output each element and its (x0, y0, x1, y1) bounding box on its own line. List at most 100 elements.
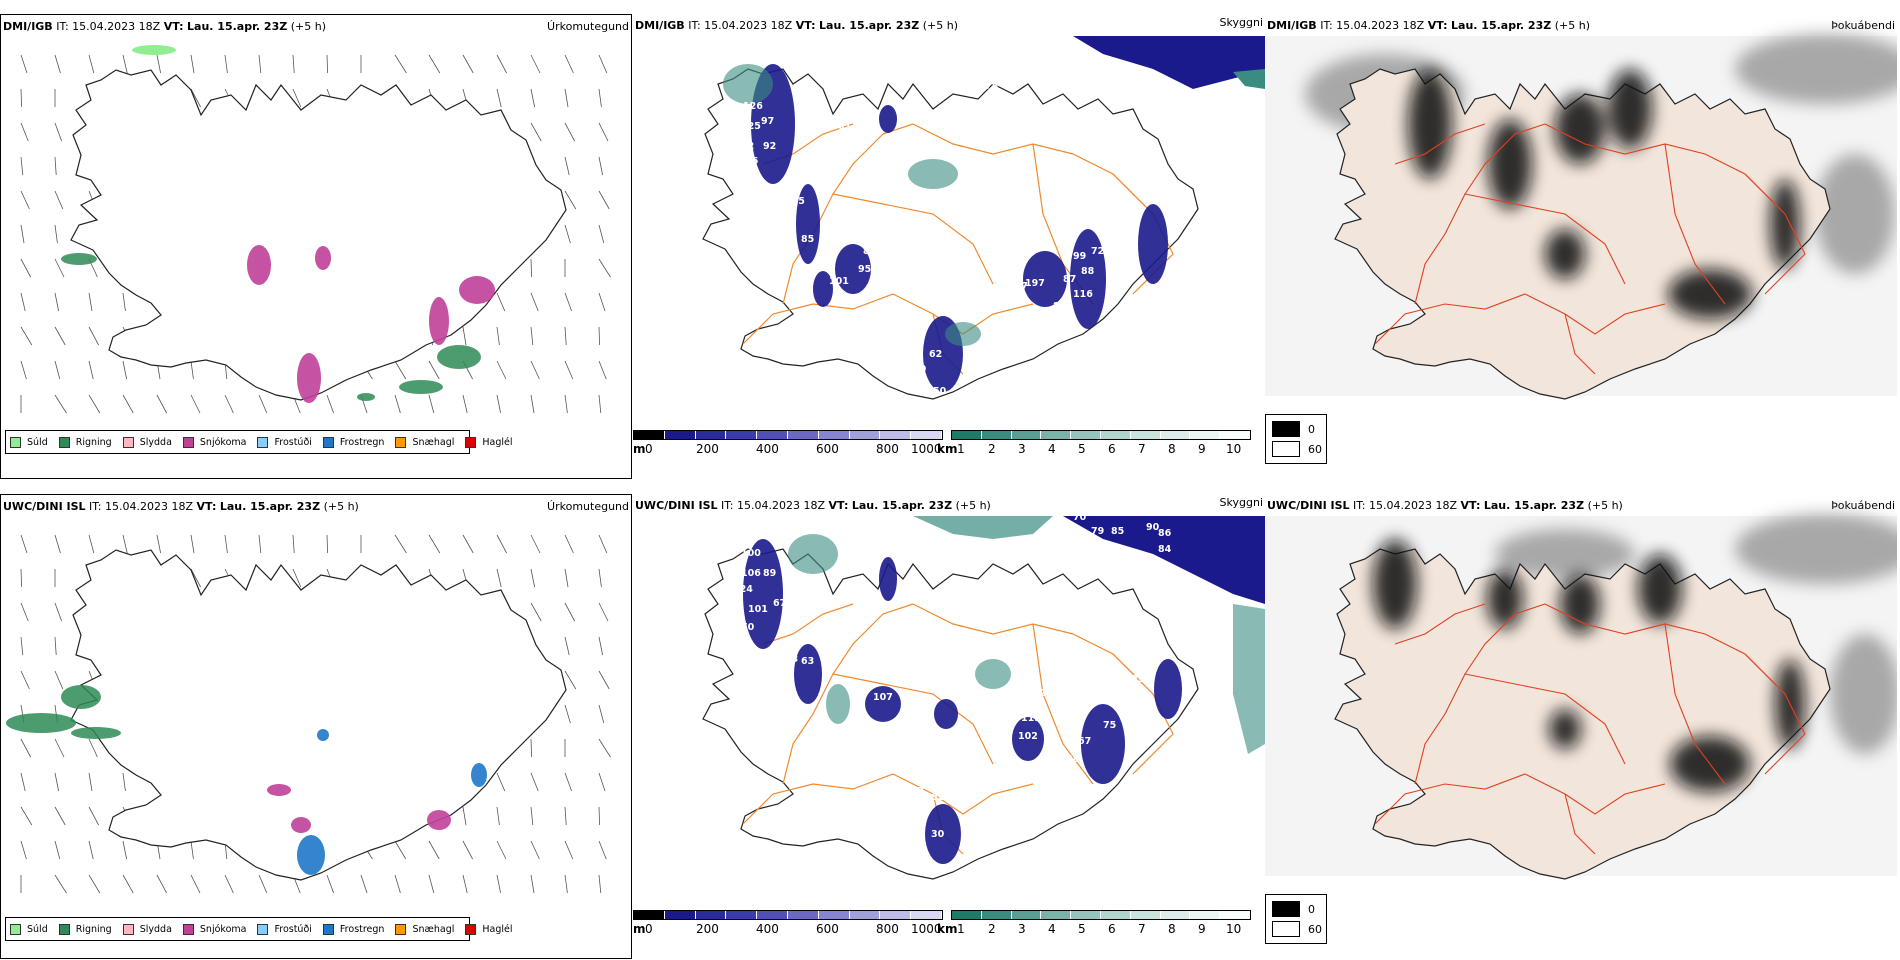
wind-barb (258, 874, 268, 894)
ceiling-label: 100 (741, 548, 761, 559)
legend-item: Snjókoma (182, 923, 246, 935)
ceiling-label: 107 (873, 692, 893, 703)
wind-barb (598, 534, 608, 554)
panel-header: UWC/DINI ISL IT: 15.04.2023 18Z VT: Lau.… (1267, 499, 1623, 512)
cbar-tick: 0 (645, 922, 653, 936)
fog-index-legend: 0 60 (1265, 414, 1327, 464)
wind-barb (190, 88, 201, 108)
low-ceiling-areas (743, 539, 1182, 864)
low-visibility-areas (788, 534, 1011, 724)
ceiling-label: 124 (733, 584, 753, 595)
panel-title: Úrkomutegund (547, 20, 629, 33)
wind-barb (54, 602, 62, 622)
wind-barb (88, 394, 101, 414)
ceiling-unit: m (633, 442, 646, 456)
wind-barb (20, 88, 22, 108)
fog-areas (1408, 69, 1800, 319)
wind-barb (20, 224, 25, 244)
legend-item: Snæhagl (395, 923, 454, 935)
wind-barb (428, 874, 435, 894)
panel-header: DMI/IGB IT: 15.04.2023 18Z VT: Lau. 15.a… (1267, 19, 1590, 32)
ceiling-label: 85 (801, 234, 814, 245)
road-line (762, 603, 854, 645)
wind-barb (54, 190, 64, 210)
wind-barb (496, 360, 507, 380)
road-line (1394, 123, 1486, 165)
ceiling-label: 50 (933, 386, 947, 397)
wind-barb (598, 636, 603, 656)
road-line (1564, 793, 1596, 855)
wind-barb (122, 874, 134, 894)
wind-barb (54, 326, 66, 346)
low-visibility-areas (723, 64, 981, 346)
ceiling-label: 70 (741, 622, 755, 633)
fog-map (1265, 514, 1897, 880)
legend-item: Snæhagl (395, 436, 454, 448)
wind-barb (462, 874, 468, 894)
wind-barb (54, 840, 61, 860)
ceiling-label: 86 (745, 156, 759, 167)
ceiling-label: 73 (988, 41, 1001, 52)
legend-item: Snjókoma (182, 436, 246, 448)
wind-barb (394, 394, 401, 414)
ceiling-label: 58 (925, 58, 939, 69)
ceiling-label: 67 (773, 598, 786, 609)
wind-barb (54, 156, 57, 176)
ceiling-label: 80 (865, 672, 879, 683)
cbar-tick: 0 (645, 442, 653, 456)
wind-barb (292, 534, 295, 554)
wind-barb (530, 326, 534, 346)
ceiling-label: 90 (1146, 522, 1160, 533)
wind-barb (530, 738, 532, 758)
wind-barb (190, 534, 195, 554)
wind-barb (190, 54, 195, 74)
wind-barb (598, 738, 611, 758)
wind-barb (598, 190, 610, 210)
ceiling-label: 82 (741, 141, 754, 152)
road-line (1464, 673, 1626, 765)
ceiling-label: 93 (1131, 674, 1144, 685)
road-line (1464, 193, 1626, 285)
ceiling-label: 101 (748, 604, 768, 615)
wind-barb (598, 122, 609, 142)
ceiling-label: 54 (923, 74, 937, 85)
wind-barb (88, 326, 99, 346)
drizzle-area (132, 45, 176, 55)
ceiling-colorbar: m 0 200 400 600 800 1000 (633, 910, 943, 940)
wind-barb (20, 156, 24, 176)
ceiling-label: 78 (985, 81, 999, 92)
fog-index-legend: 0 60 (1265, 894, 1327, 944)
ceiling-label: 63 (785, 654, 798, 665)
wind-barb (564, 292, 572, 312)
ceiling-colorbar-strip (633, 910, 943, 920)
cbar-tick: 800 (876, 442, 899, 456)
visibility-colorbar-strip (951, 430, 1251, 440)
freezing-rain-areas (297, 729, 487, 875)
ceiling-label: 116 (1073, 289, 1093, 300)
wind-barb (598, 326, 600, 346)
ceiling-label: 86 (1123, 221, 1137, 232)
wind-barb (20, 772, 26, 792)
wind-barb (54, 394, 67, 414)
ceiling-label: 138 (993, 266, 1013, 277)
wind-barb (292, 568, 302, 588)
road-line (1564, 313, 1596, 375)
wind-barb (54, 670, 64, 690)
ceiling-label: 86 (1158, 528, 1172, 539)
cbar-tick: 3 (1018, 922, 1026, 936)
wind-barb (88, 840, 94, 860)
cbar-tick: 9 (1198, 442, 1206, 456)
ceiling-label: 69 (1140, 671, 1153, 682)
wind-barb (598, 360, 607, 380)
wind-barb (598, 258, 611, 278)
wind-barb (428, 534, 441, 554)
ceiling-label: 76 (1128, 689, 1142, 700)
wind-barb (530, 568, 535, 588)
wind-barb (20, 636, 24, 656)
wind-barb (496, 54, 507, 74)
ceiling-colorbar: m 0 200 400 600 800 1000 (633, 430, 943, 460)
cbar-tick: 4 (1048, 922, 1056, 936)
wind-barb (190, 874, 201, 894)
wind-barb (598, 568, 602, 588)
